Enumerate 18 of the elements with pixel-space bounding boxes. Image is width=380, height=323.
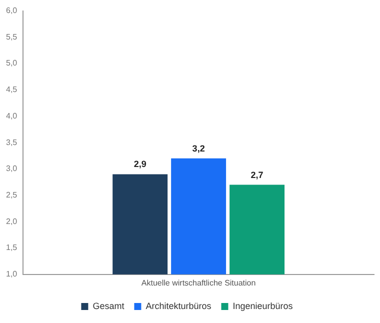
data-label: 3,2 (192, 143, 205, 154)
legend-label: Architekturbüros (146, 300, 212, 311)
y-tick-label: 2,5 (6, 190, 18, 200)
y-tick-label: 4,0 (6, 111, 18, 120)
legend-label: Ingenieurbüros (232, 300, 294, 311)
y-tick-label: 2,0 (6, 216, 18, 226)
data-label: 2,9 (134, 159, 146, 170)
data-label: 2,7 (250, 170, 264, 180)
y-tick-label: 5,5 (6, 32, 18, 42)
y-tick-label: 4,5 (6, 85, 18, 94)
legend-label: Gesamt (92, 300, 125, 311)
y-tick-label: 3,5 (6, 138, 18, 147)
y-tick-label: 1,0 (6, 270, 18, 279)
x-tick-label: Aktuelle wirtschaftliche Situation (141, 278, 256, 288)
y-tick-label: 1,5 (6, 243, 18, 252)
y-tick-label: 5,0 (6, 58, 18, 68)
y-tick-label: 6,0 (6, 6, 18, 16)
y-tick-label: 3,0 (6, 164, 18, 174)
